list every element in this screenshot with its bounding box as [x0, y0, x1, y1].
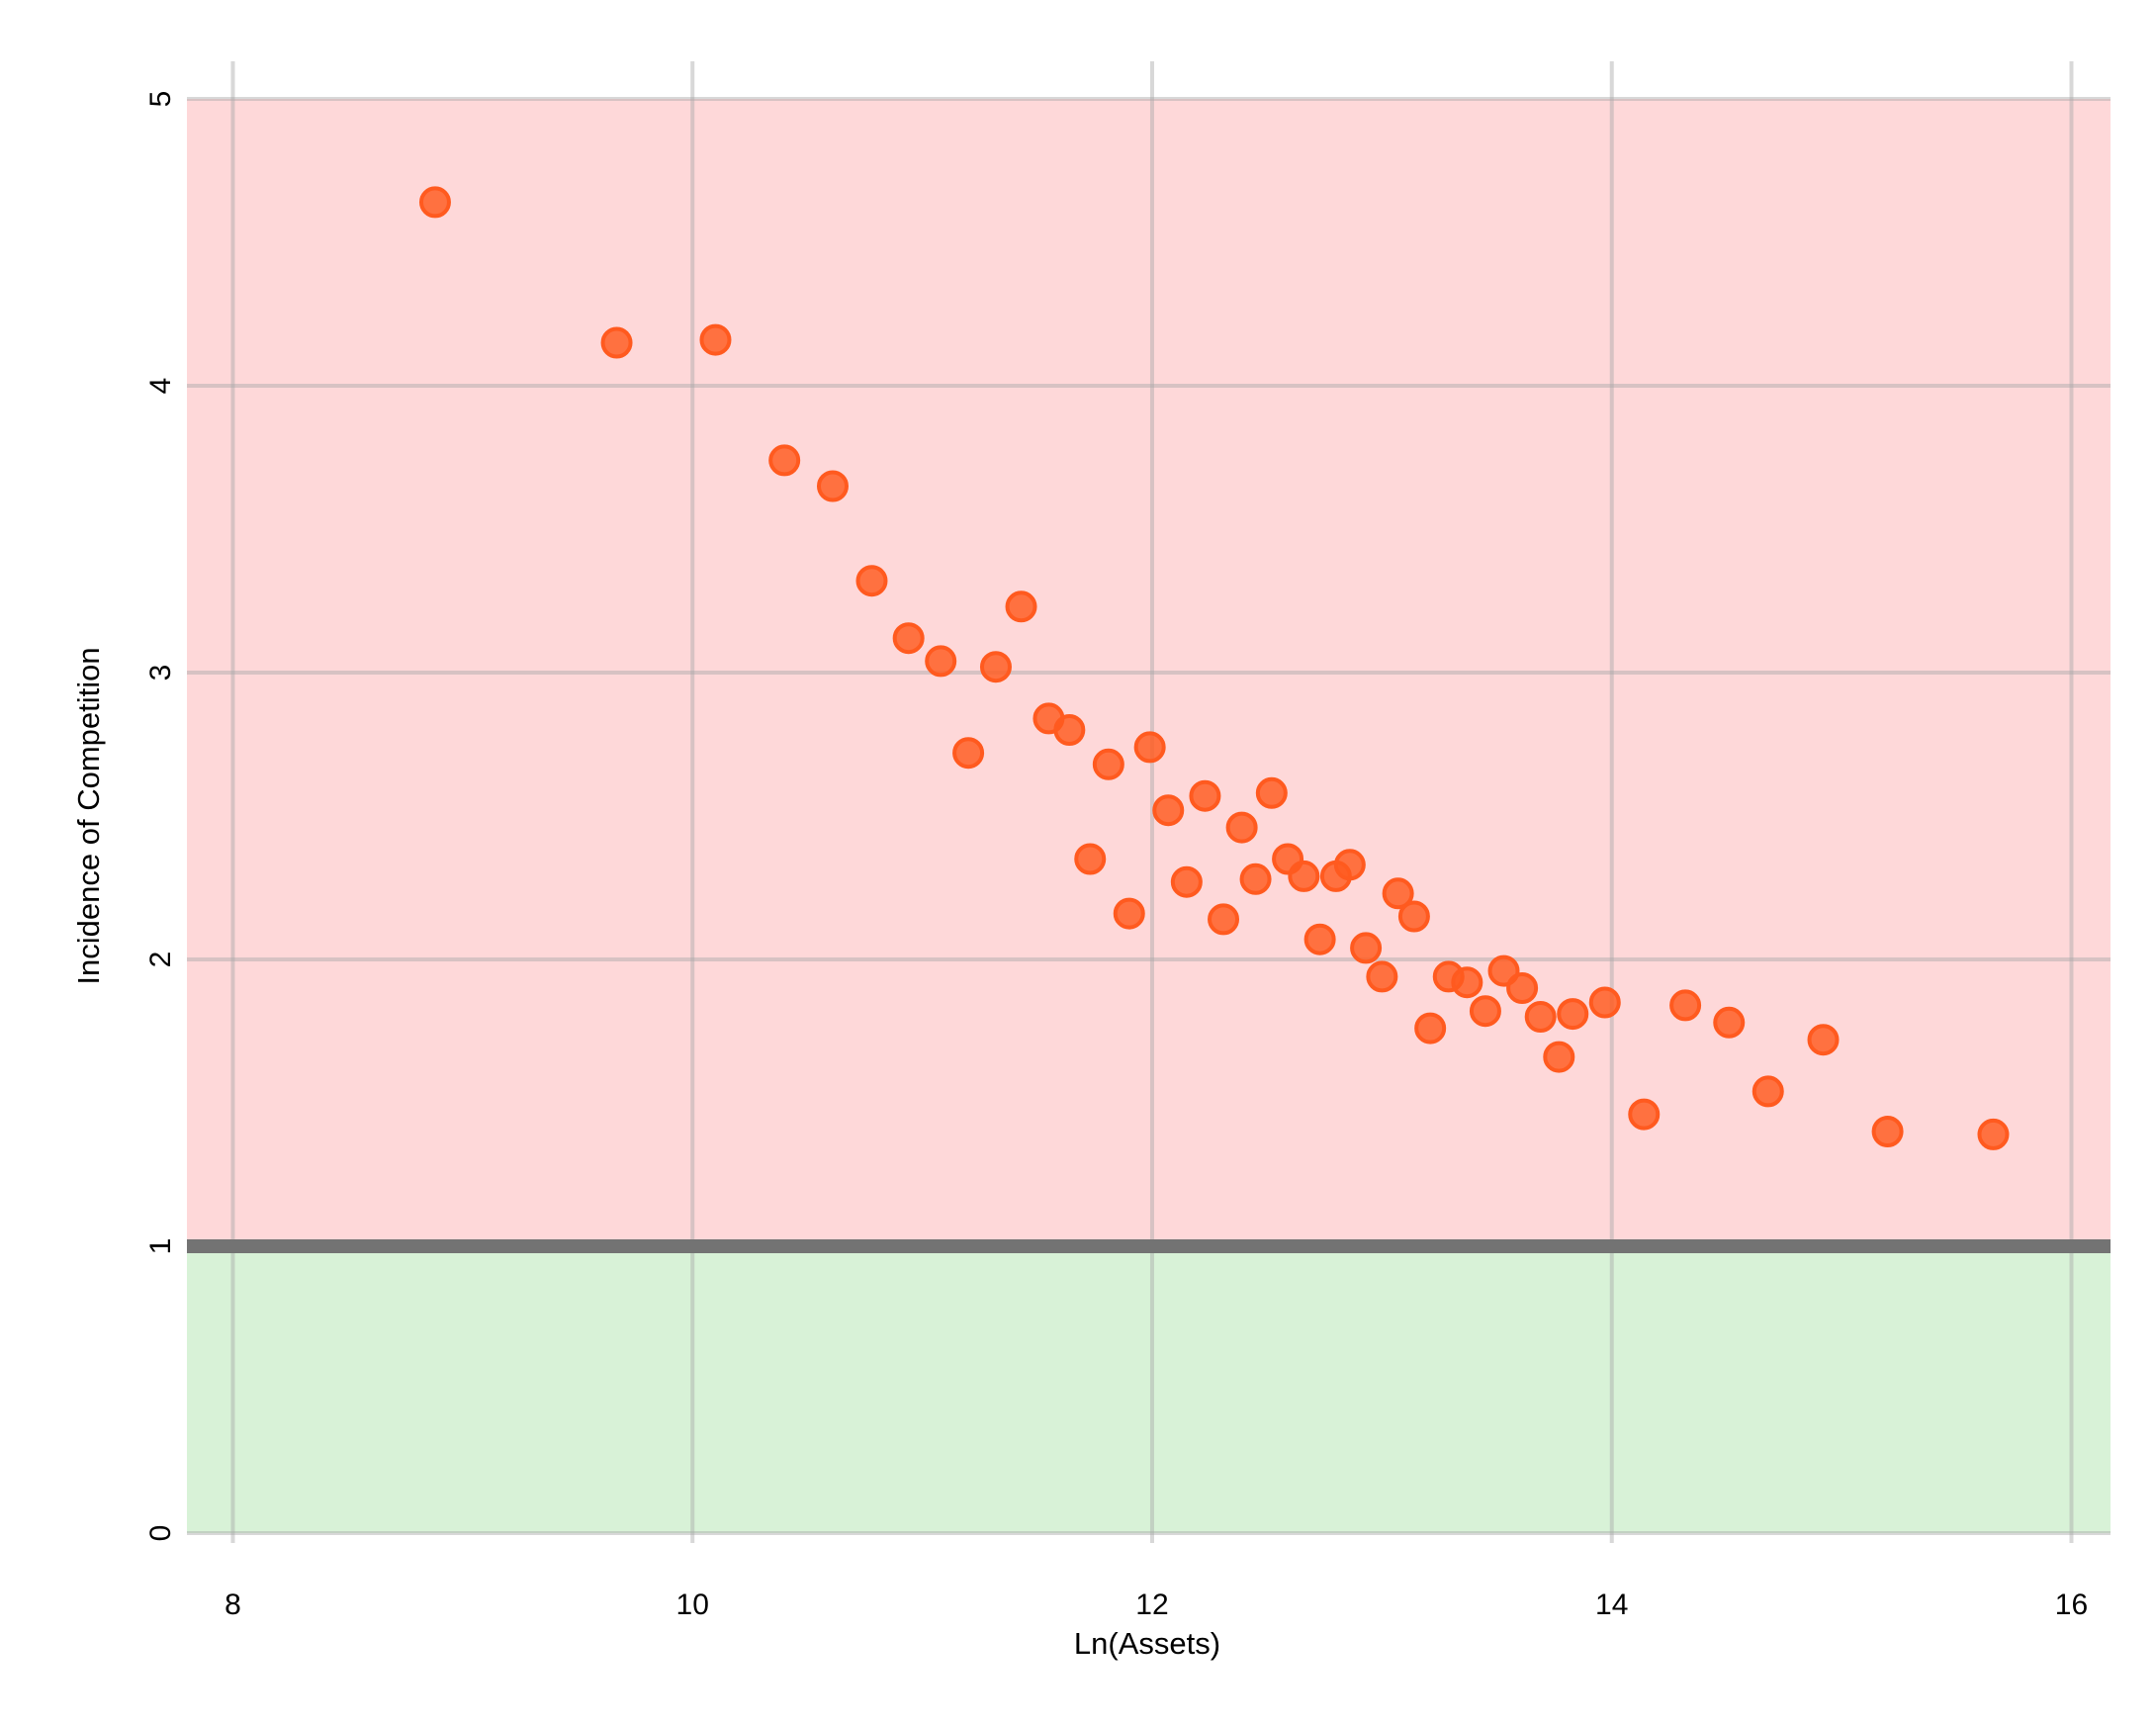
x-tick-label: 16	[2055, 1589, 2088, 1621]
data-point	[1189, 779, 1221, 812]
y-tick-label: 0	[144, 1525, 177, 1542]
data-point	[1669, 989, 1702, 1022]
x-axis-ticks: 8 10 12 14 16	[225, 1589, 2088, 1621]
data-point	[1170, 865, 1203, 898]
data-point	[925, 645, 957, 678]
x-axis-title: Ln(Assets)	[1074, 1626, 1220, 1661]
x-tick-label: 8	[225, 1589, 241, 1621]
data-point	[1350, 932, 1383, 964]
data-point	[1451, 966, 1483, 999]
data-point	[1113, 897, 1145, 930]
data-point	[1333, 849, 1366, 881]
y-axis-ticks: 0 1 2 3 4 5	[144, 91, 177, 1542]
y-tick-label: 3	[144, 665, 177, 681]
data-point	[1588, 986, 1621, 1019]
data-point	[1133, 731, 1166, 764]
data-point	[1092, 748, 1124, 780]
data-point	[1807, 1024, 1840, 1056]
x-tick-label: 10	[676, 1589, 709, 1621]
x-tick-label: 14	[1595, 1589, 1628, 1621]
y-tick-label: 4	[144, 378, 177, 395]
data-point	[1366, 960, 1398, 993]
data-point	[1628, 1098, 1661, 1131]
data-point	[1239, 862, 1272, 895]
data-point	[1557, 998, 1589, 1031]
x-tick-label: 12	[1135, 1589, 1168, 1621]
data-point	[1506, 972, 1539, 1004]
data-point	[1382, 877, 1414, 910]
data-points	[418, 186, 2010, 1150]
data-point	[418, 186, 451, 219]
data-point	[855, 565, 888, 597]
data-point	[1397, 900, 1430, 933]
y-axis-title: Incidence of Competition	[71, 647, 106, 984]
data-point	[1288, 860, 1320, 892]
data-point	[1469, 995, 1501, 1028]
y-tick-label: 5	[144, 91, 177, 108]
data-point	[1303, 923, 1336, 955]
data-point	[1152, 794, 1185, 827]
data-point	[816, 470, 849, 502]
data-point	[1713, 1006, 1746, 1039]
data-point	[768, 444, 801, 477]
data-point	[1255, 776, 1288, 809]
data-point	[952, 737, 985, 770]
data-point	[1977, 1118, 2010, 1150]
data-point	[1752, 1075, 1784, 1108]
data-point	[1208, 903, 1240, 936]
data-point	[892, 622, 925, 655]
data-point	[1225, 811, 1258, 844]
red-band	[187, 99, 2111, 1246]
data-point	[1053, 714, 1086, 746]
data-point	[1005, 590, 1037, 623]
y-tick-label: 1	[144, 1238, 177, 1255]
data-point	[600, 326, 633, 359]
data-point	[979, 651, 1012, 683]
data-point	[699, 323, 732, 356]
data-point	[1524, 1001, 1557, 1033]
background-bands	[187, 99, 2111, 1533]
data-point	[1414, 1012, 1447, 1044]
y-tick-label: 2	[144, 952, 177, 968]
green-band	[187, 1246, 2111, 1533]
data-point	[1074, 843, 1107, 875]
data-point	[1871, 1116, 1904, 1147]
data-point	[1543, 1041, 1575, 1073]
